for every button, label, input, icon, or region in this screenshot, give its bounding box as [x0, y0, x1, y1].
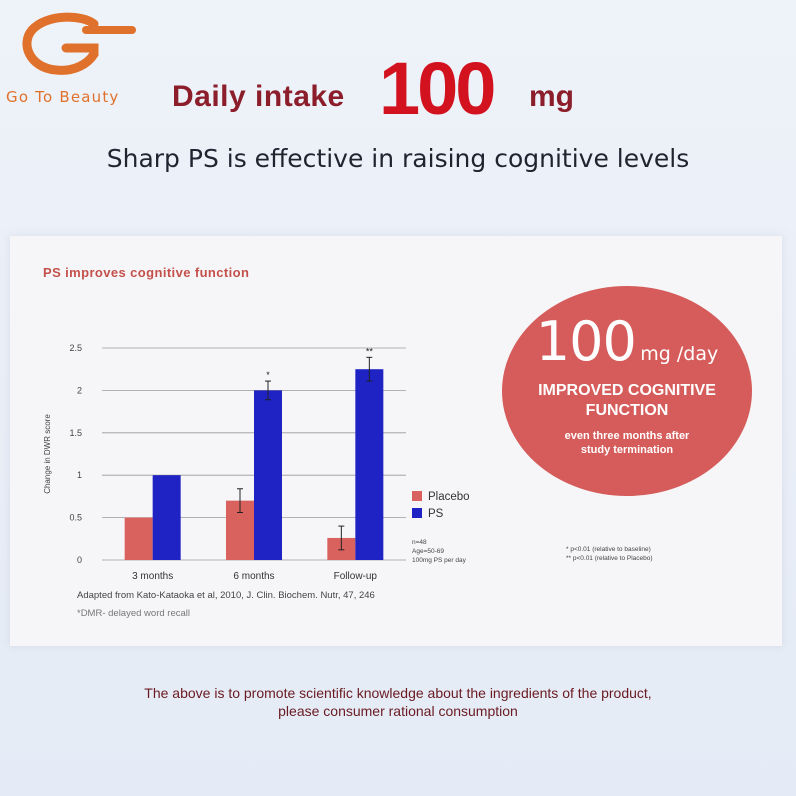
bar	[254, 390, 282, 560]
legend-item-ps: PS	[412, 508, 443, 520]
headline-prefix: Daily intake	[172, 80, 345, 113]
sample-note: n=48	[412, 539, 427, 546]
circle-unit: mg /day	[640, 343, 719, 365]
y-tick-label: 2.5	[69, 343, 82, 353]
bar	[355, 369, 384, 560]
x-tick-label: 6 months	[233, 571, 274, 582]
bar	[124, 517, 153, 560]
significance-notes: * p<0.01 (relative to baseline) ** p<0.0…	[566, 545, 653, 563]
logo-g-mark	[22, 12, 136, 75]
sample-notes: n=48 Age=50-69 100mg PS per day	[412, 538, 466, 565]
chart-card: PS improves cognitive function 0 0.5 1 1.5 2…	[10, 236, 782, 646]
headline-unit: mg	[529, 80, 574, 113]
headline-amount: 100	[379, 47, 496, 130]
y-tick-label: 0	[77, 555, 82, 565]
bar	[152, 475, 181, 560]
chart-source: Adapted from Kato-Kataoka et al, 2010, J…	[77, 590, 375, 601]
sample-note: Age=50-69	[412, 548, 444, 555]
circle-line-4: study termination	[580, 444, 674, 456]
bar-chart: 0 0.5 1 1.5 2 2.5 Change in DWR score 3 months 6…	[43, 343, 406, 582]
circle-line-3: even three months after	[564, 430, 690, 442]
significance-note: ** p<0.01 (relative to Placebo)	[566, 555, 653, 562]
disclaimer-line-2: please consumer rational consumption	[278, 703, 518, 719]
legend-label-placebo: Placebo	[428, 491, 470, 503]
significance-marker: *	[266, 370, 270, 380]
chart-card-title: PS improves cognitive function	[43, 265, 250, 280]
brand-logo: Go To Beauty	[6, 12, 156, 106]
logo-text: Go To Beauty	[6, 88, 120, 106]
legend-swatch-ps	[412, 508, 422, 518]
x-tick-label: Follow-up	[334, 571, 378, 582]
circle-line-1: IMPROVED COGNITIVE	[538, 382, 716, 399]
y-tick-label: 2	[77, 385, 82, 395]
sample-note: 100mg PS per day	[412, 557, 466, 564]
y-tick-label: 1	[77, 470, 82, 480]
y-tick-label: 1.5	[69, 428, 82, 438]
chart-footnote: *DMR- delayed word recall	[77, 608, 190, 619]
subtitle: Sharp PS is effective in raising cogniti…	[106, 144, 690, 173]
circle-line-2: FUNCTION	[585, 402, 669, 419]
significance-note: * p<0.01 (relative to baseline)	[566, 546, 651, 553]
circle-amount: 100	[535, 310, 637, 373]
y-tick-label: 0.5	[69, 513, 82, 523]
legend-swatch-placebo	[412, 491, 422, 501]
significance-marker: **	[366, 346, 374, 356]
y-axis-label: Change in DWR score	[43, 414, 52, 494]
headline: Daily intake 100 mg	[172, 46, 672, 130]
disclaimer: The above is to promote scientific knowl…	[0, 684, 796, 720]
disclaimer-line-1: The above is to promote scientific knowl…	[144, 685, 652, 701]
circle-dosage: 100 mg /day	[502, 310, 752, 373]
legend-item-placebo: Placebo	[412, 491, 470, 503]
legend-label-ps: PS	[428, 508, 444, 520]
x-tick-label: 3 months	[132, 571, 173, 582]
dosage-highlight-circle: 100 mg /day IMPROVED COGNITIVE FUNCTION …	[502, 286, 752, 496]
